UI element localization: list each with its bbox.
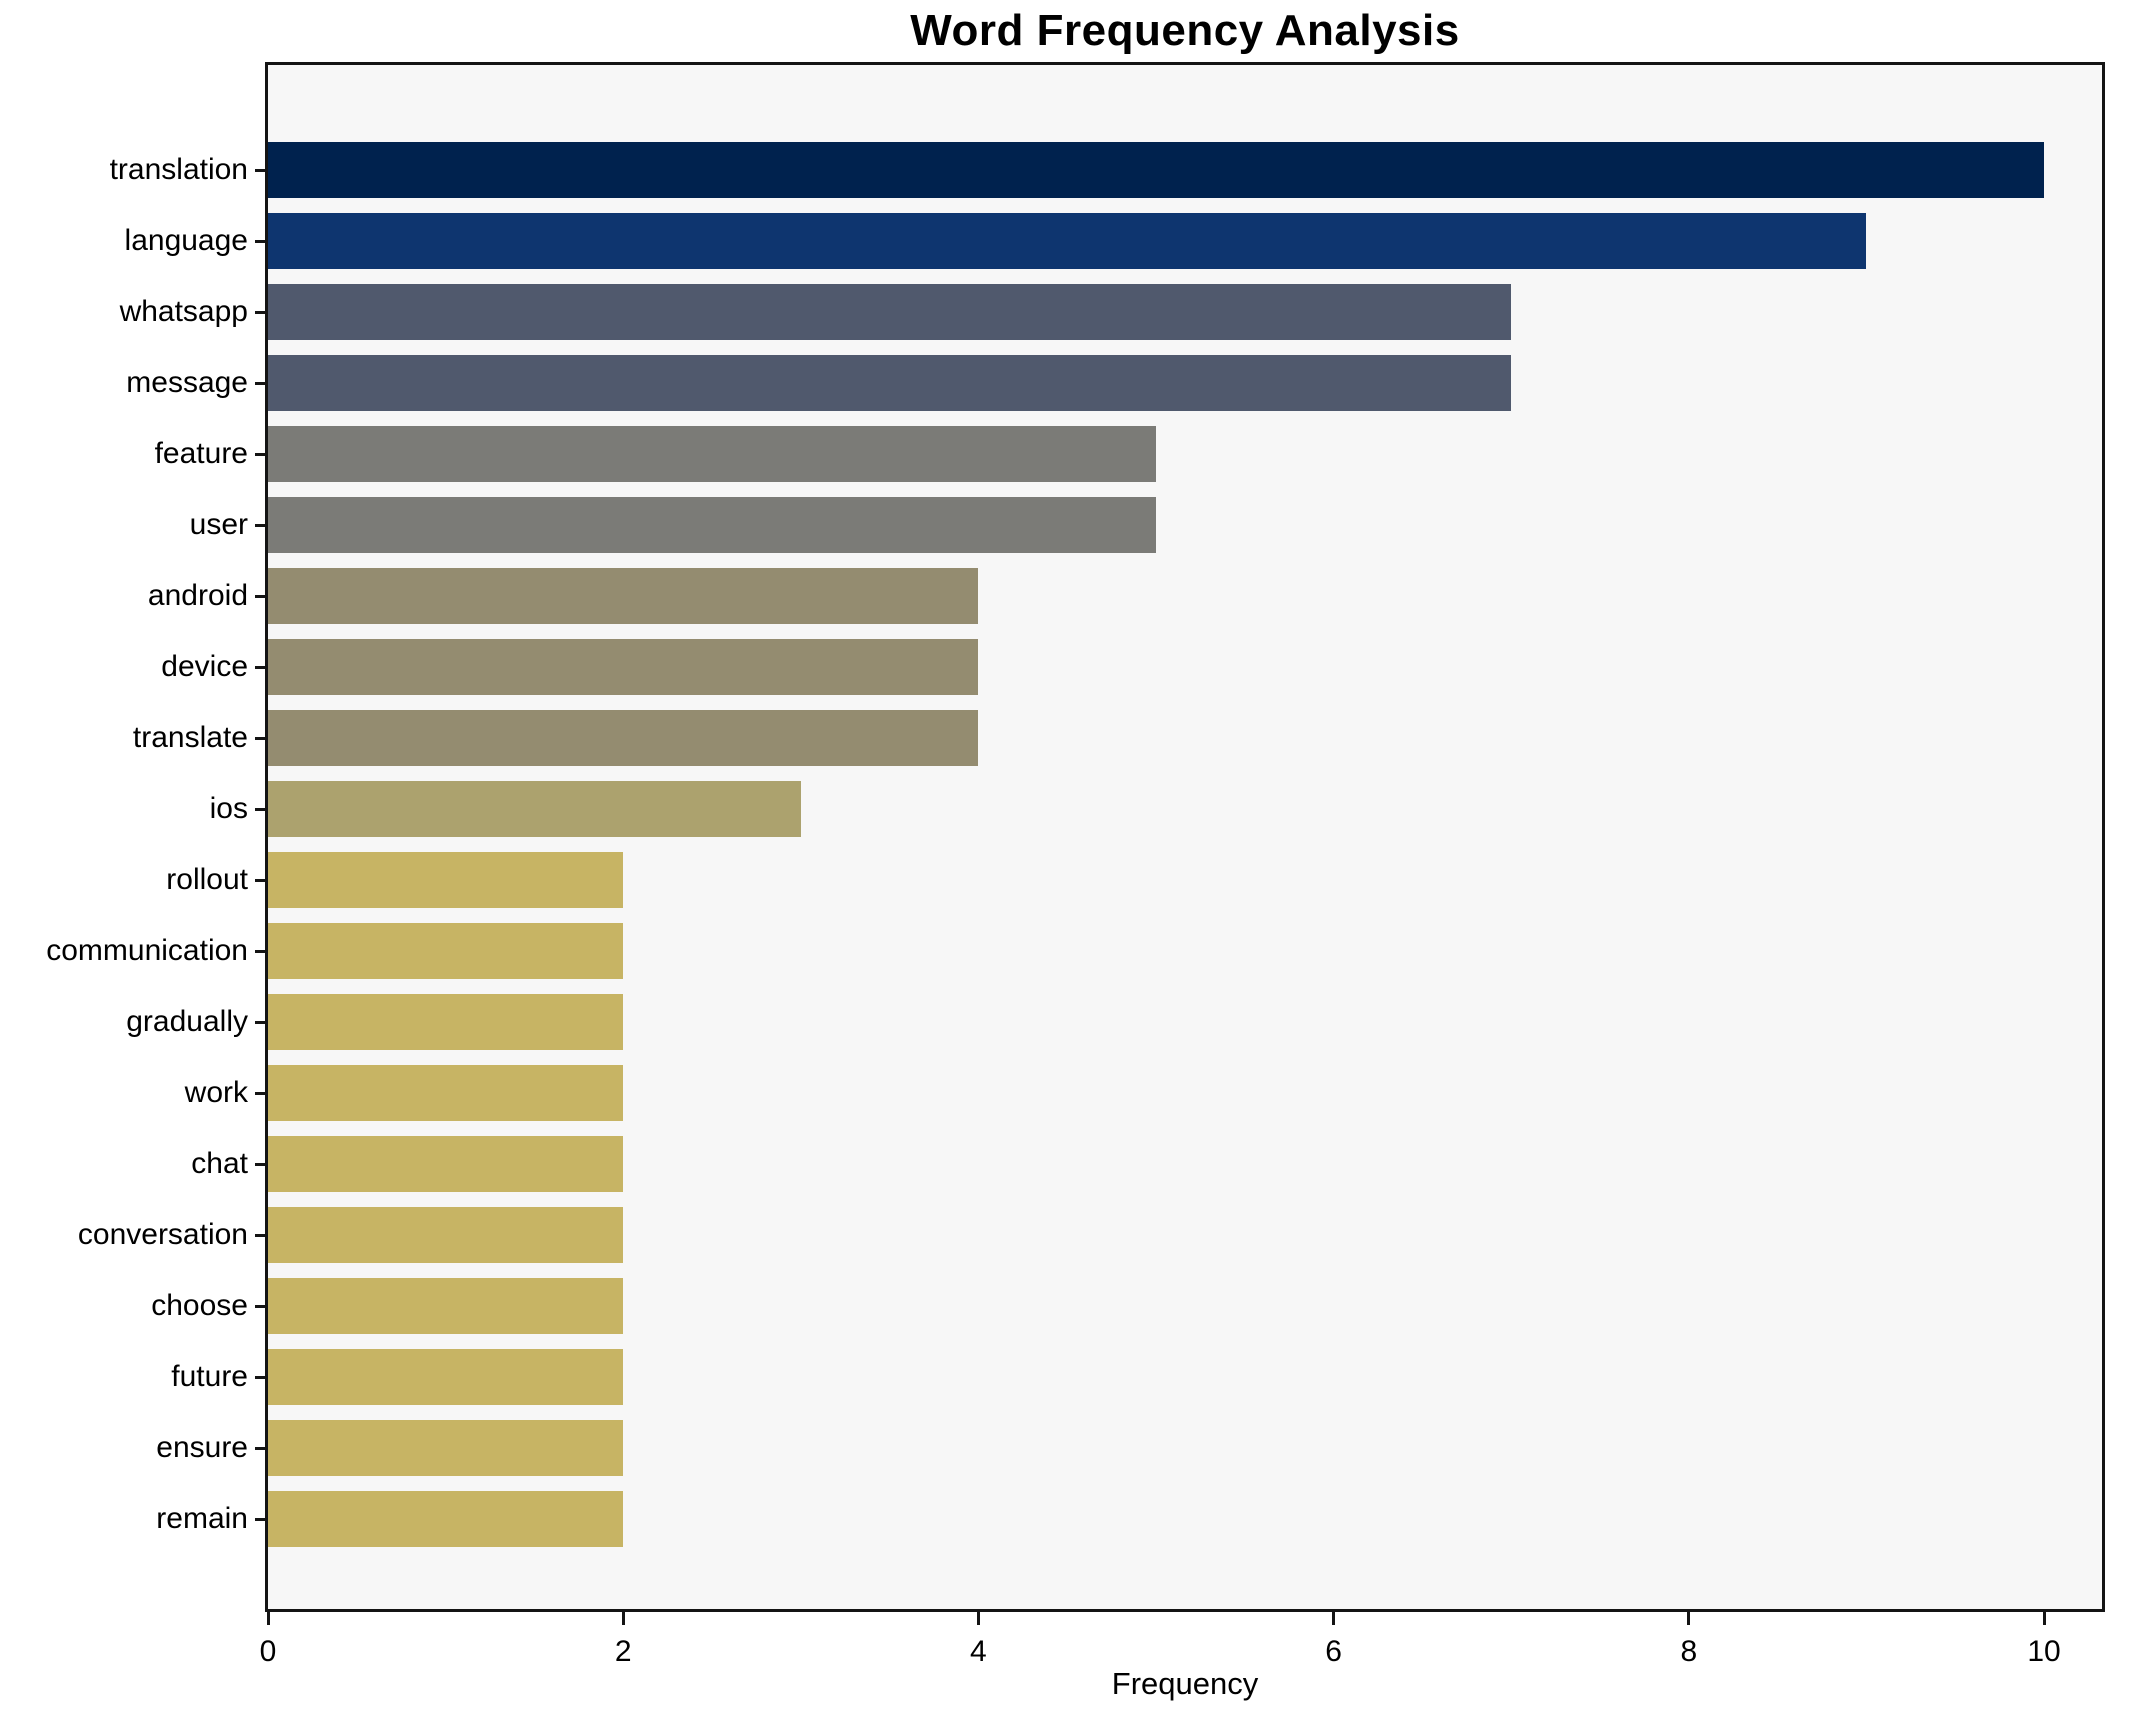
- x-tick-mark: [976, 1612, 980, 1625]
- bar-translate: [268, 710, 979, 766]
- y-tick-mark: [255, 594, 265, 598]
- x-axis-label: Frequency: [1111, 1666, 1259, 1701]
- bar-choose: [268, 1278, 624, 1334]
- bar-communication: [268, 923, 624, 979]
- y-tick-label-ios: ios: [209, 792, 248, 825]
- x-tick-mark: [266, 1612, 270, 1625]
- y-tick-mark: [255, 1162, 265, 1166]
- x-tick-label-8: 8: [1680, 1635, 1698, 1668]
- y-tick-label-future: future: [171, 1360, 248, 1393]
- bar-work: [268, 1065, 624, 1121]
- y-tick-label-remain: remain: [156, 1502, 248, 1535]
- y-tick-label-work: work: [184, 1076, 248, 1109]
- y-tick-mark: [255, 949, 265, 953]
- y-tick-label-rollout: rollout: [166, 863, 248, 896]
- bar-message: [268, 355, 1512, 411]
- x-tick-label-10: 10: [2027, 1635, 2061, 1668]
- y-tick-label-feature: feature: [154, 437, 248, 470]
- y-tick-mark: [255, 452, 265, 456]
- y-tick-mark: [255, 665, 265, 669]
- x-tick-label-4: 4: [970, 1635, 987, 1668]
- y-tick-mark: [255, 1375, 265, 1379]
- y-tick-label-chat: chat: [191, 1147, 248, 1180]
- x-tick-mark: [621, 1612, 625, 1625]
- y-tick-mark: [255, 239, 265, 243]
- x-tick-mark: [2042, 1612, 2046, 1625]
- bar-whatsapp: [268, 284, 1512, 340]
- y-tick-label-device: device: [161, 650, 248, 683]
- y-tick-label-translate: translate: [132, 721, 248, 754]
- plot-area: translation language whatsapp message featur…: [46, 62, 2105, 1668]
- y-tick-label-choose: choose: [151, 1289, 248, 1322]
- y-tick-label-gradually: gradually: [126, 1005, 248, 1038]
- bar-rollout: [268, 852, 624, 908]
- y-tick-mark: [255, 1091, 265, 1095]
- bar-device: [268, 639, 979, 695]
- bar-ios: [268, 781, 801, 837]
- y-tick-mark: [255, 168, 265, 172]
- chart-title: Word Frequency Analysis: [910, 6, 1460, 55]
- bar-ensure: [268, 1420, 624, 1476]
- x-tick-mark: [1687, 1612, 1691, 1625]
- x-tick-label-6: 6: [1325, 1635, 1342, 1668]
- y-tick-label-language: language: [124, 224, 248, 257]
- y-tick-mark: [255, 523, 265, 527]
- y-tick-label-android: android: [147, 579, 248, 612]
- y-tick-label-user: user: [189, 508, 248, 541]
- bar-android: [268, 568, 979, 624]
- y-tick-mark: [255, 807, 265, 811]
- y-tick-label-message: message: [126, 366, 248, 399]
- x-tick-mark: [1332, 1612, 1336, 1625]
- bar-remain: [268, 1491, 624, 1547]
- y-tick-mark: [255, 1233, 265, 1237]
- x-tick-label-0: 0: [259, 1635, 277, 1668]
- y-tick-mark: [255, 310, 265, 314]
- bar-gradually: [268, 994, 624, 1050]
- y-tick-mark: [255, 736, 265, 740]
- y-tick-label-translation: translation: [109, 153, 248, 186]
- bar-translation: [268, 142, 2044, 198]
- y-tick-mark: [255, 878, 265, 882]
- y-tick-label-ensure: ensure: [156, 1431, 248, 1464]
- y-tick-mark: [255, 1517, 265, 1521]
- y-tick-label-whatsapp: whatsapp: [119, 295, 248, 328]
- bar-user: [268, 497, 1156, 553]
- y-tick-mark: [255, 381, 265, 385]
- x-tick-label-2: 2: [614, 1635, 632, 1668]
- bar-feature: [268, 426, 1156, 482]
- bar-chat: [268, 1136, 624, 1192]
- bar-future: [268, 1349, 624, 1405]
- y-tick-mark: [255, 1446, 265, 1450]
- y-tick-mark: [255, 1304, 265, 1308]
- bar-conversation: [268, 1207, 624, 1263]
- y-tick-mark: [255, 1020, 265, 1024]
- bar-language: [268, 213, 1867, 269]
- y-tick-label-conversation: conversation: [77, 1218, 248, 1251]
- y-tick-label-communication: communication: [46, 934, 248, 967]
